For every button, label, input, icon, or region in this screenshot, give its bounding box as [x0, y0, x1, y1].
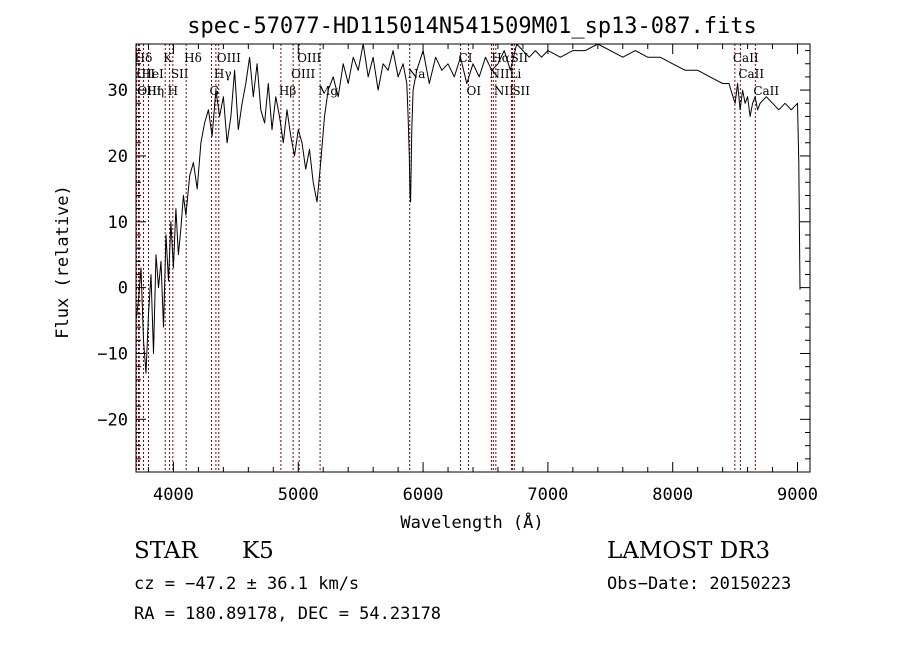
object-class: STAR — [134, 538, 198, 564]
spectral-line-label: K — [163, 51, 173, 65]
survey-name: LAMOST DR3 — [607, 538, 771, 564]
spectral-line-label: CI — [459, 51, 473, 65]
y-tick-label: −10 — [97, 344, 128, 364]
spectral-line-label: Hη — [146, 84, 164, 98]
chart-title: spec-57077-HD115014N541509M01_sp13-087.f… — [187, 14, 757, 39]
observation-date: Obs−Date: 20150223 — [607, 574, 792, 594]
x-tick-label: 5000 — [278, 485, 319, 505]
y-tick-label: 30 — [108, 81, 128, 101]
x-tick-label: 4000 — [153, 485, 194, 505]
axis-ticks-layer: 4000 5000 6000 7000 8000 9000 −20 −10 0 10 20 30 — [97, 44, 818, 505]
object-subclass: K5 — [242, 538, 274, 564]
spectral-line-label: Li — [509, 67, 521, 81]
spectral-line-label: OI — [467, 84, 482, 98]
spectral-line-label: G — [210, 84, 220, 98]
y-tick-label: −20 — [97, 410, 128, 430]
spectral-line-label: CaII — [733, 51, 759, 65]
x-tick-label: 9000 — [777, 485, 818, 505]
spectral-line-label: NII — [489, 67, 509, 81]
redshift-cz: cz = −47.2 ± 36.1 km/s — [134, 574, 360, 594]
y-tick-label: 20 — [108, 147, 128, 167]
spectrum-trace — [135, 43, 801, 374]
spectral-line-label: HeI — [141, 67, 164, 81]
y-tick-label: 10 — [108, 213, 128, 233]
spectral-line-label: Hδ — [184, 51, 202, 65]
x-tick-label: 6000 — [403, 485, 444, 505]
y-tick-label: 0 — [118, 279, 128, 299]
x-axis-label: Wavelength (Å) — [400, 511, 543, 533]
spectral-line-label: SII — [510, 51, 528, 65]
spectral-line-label: SII — [512, 84, 530, 98]
coordinates: RA = 180.89178, DEC = 54.23178 — [134, 604, 442, 624]
y-axis-label: Flux (relative) — [53, 185, 73, 339]
spectral-line-label: Hγ — [214, 67, 232, 81]
spectral-line-label: CII — [136, 67, 155, 81]
spectral-line-label: OIII — [217, 51, 241, 65]
spectral-line-label: OIII — [291, 67, 315, 81]
spectral-line-label: OIII — [297, 51, 321, 65]
spectral-line-label: NII — [494, 84, 514, 98]
spectral-line-label: Hβ — [279, 84, 296, 98]
spectral-line-label: SII — [171, 67, 189, 81]
x-tick-label: 7000 — [527, 485, 568, 505]
spectral-line-label: OIII — [137, 84, 161, 98]
spectral-line-label: CaII — [753, 84, 779, 98]
spectral-line-label: CaII — [738, 67, 764, 81]
x-tick-label: 8000 — [652, 485, 693, 505]
spectral-line-label: H — [168, 84, 178, 98]
